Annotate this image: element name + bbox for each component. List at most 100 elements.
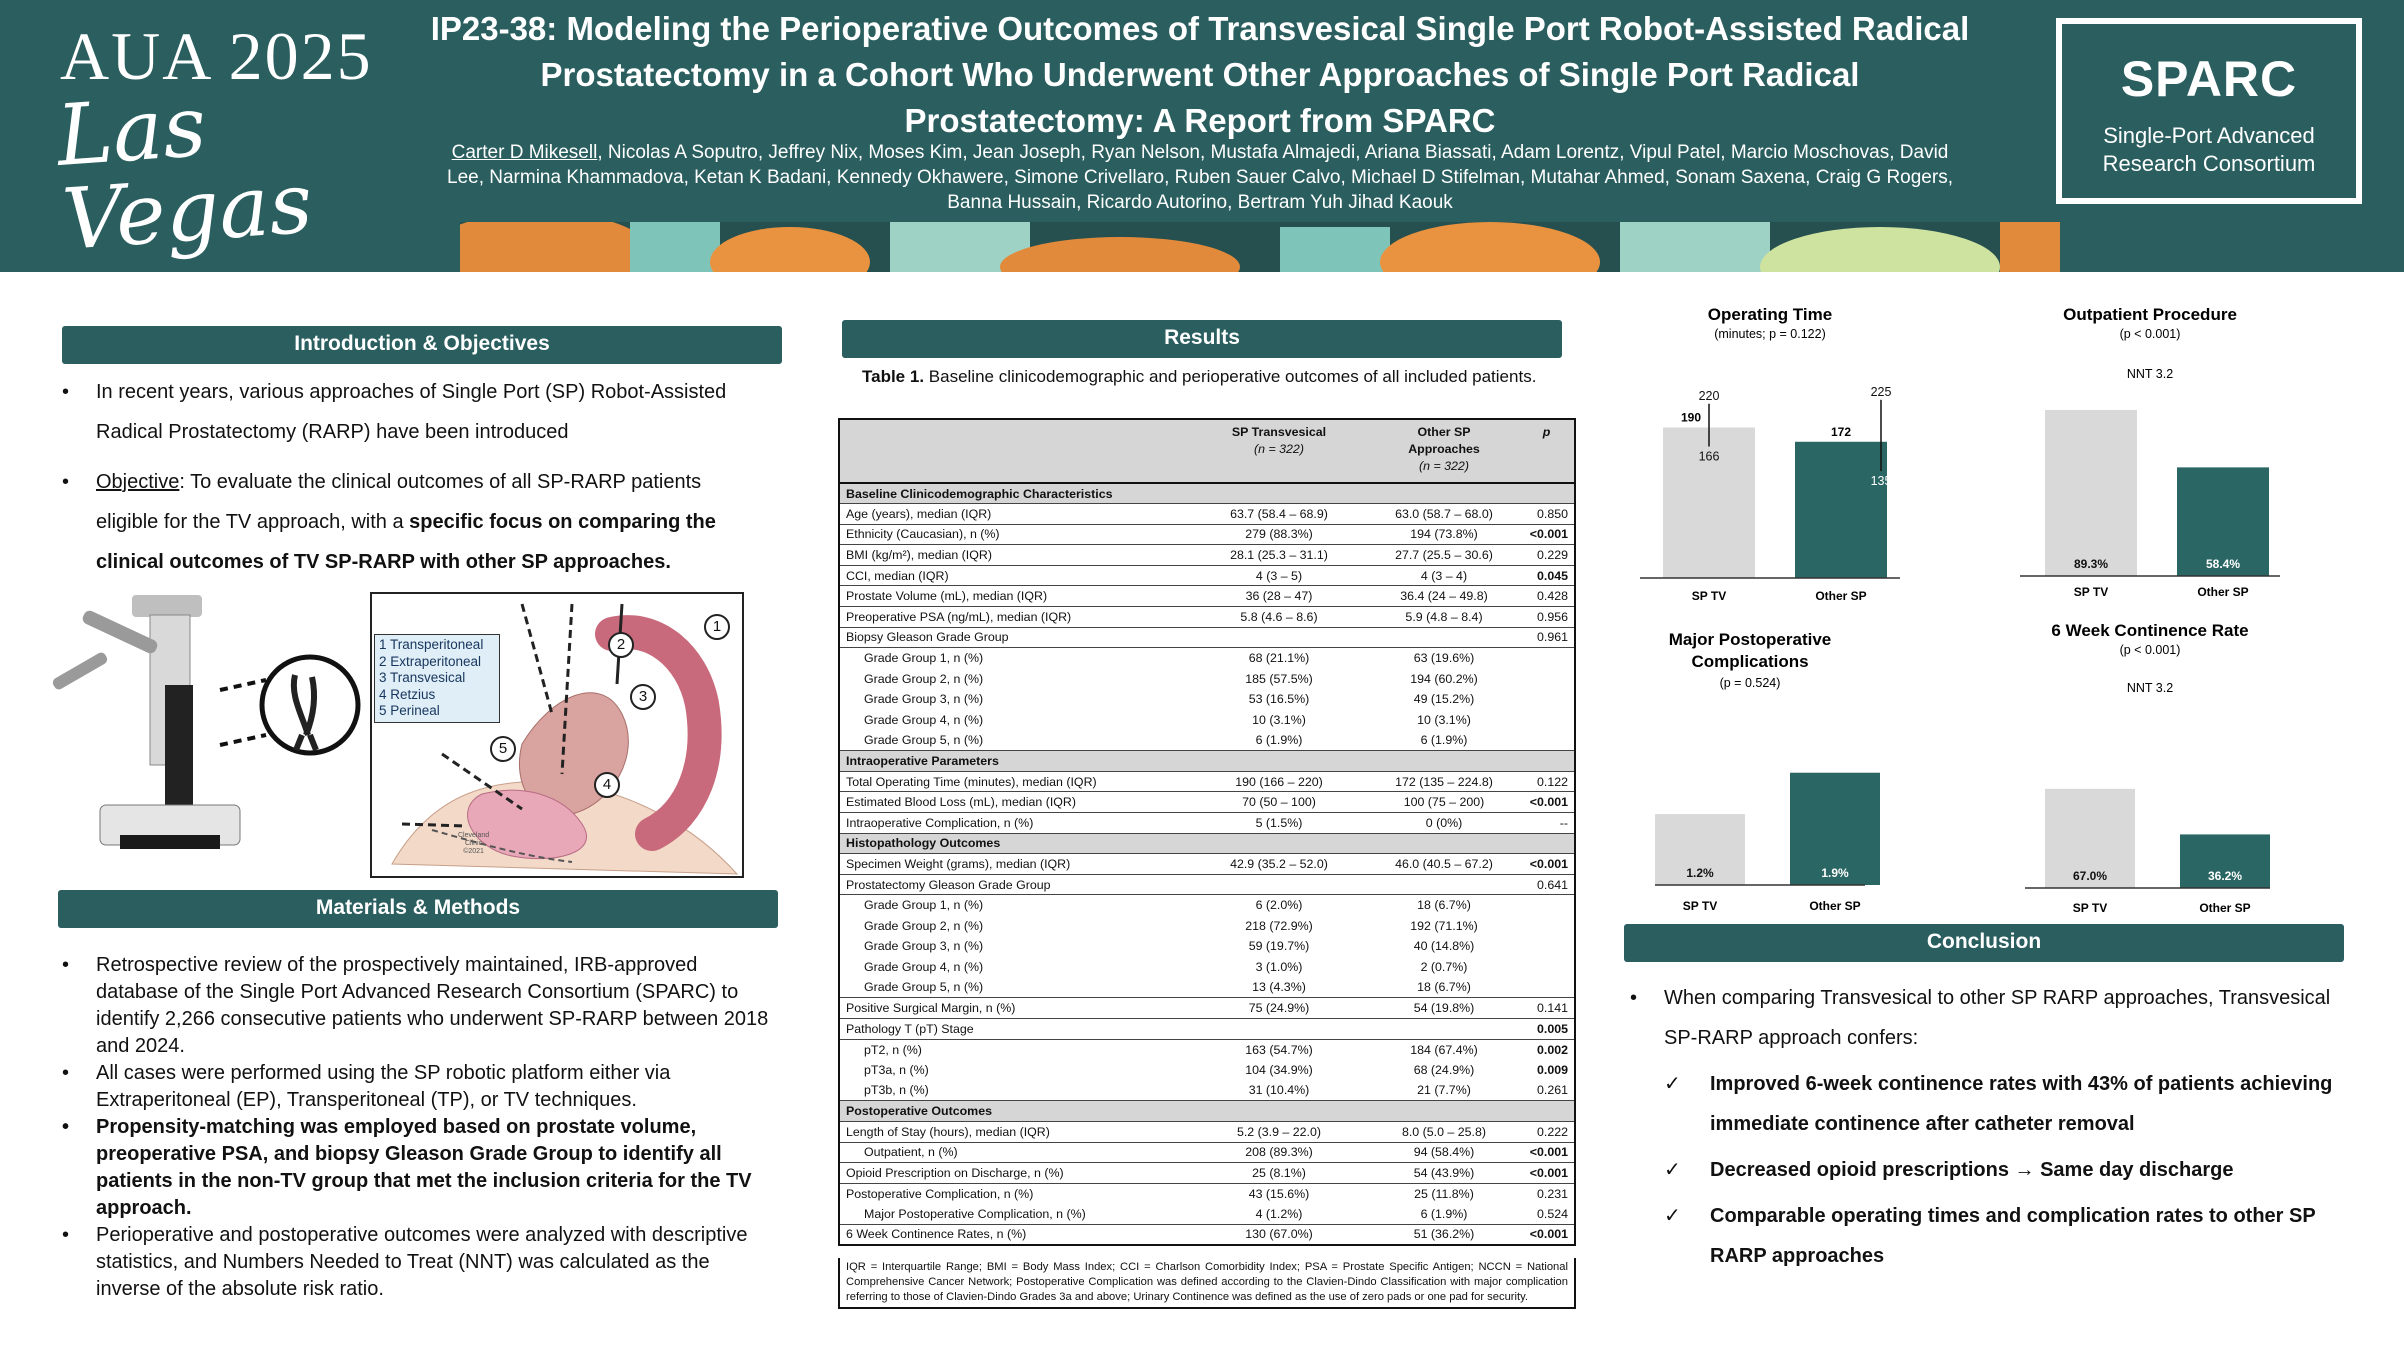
table-row: Ethnicity (Caucasian), n (%) 279 (88.3%) 1…	[839, 524, 1575, 546]
table-cell-c2: 163 (54.7%)	[1245, 1042, 1313, 1057]
table-cell-c3	[1369, 874, 1519, 896]
table-row: Total Operating Time (minutes), median (…	[839, 771, 1575, 793]
table-row: Grade Group 4, n (%) 10 (3.1%) 10 (3.1%)	[839, 710, 1575, 731]
table-cell-c3: 18 (6.7%)	[1417, 898, 1471, 913]
approach-legend: 1 Transperitoneal 2 Extraperitoneal 3 Tr…	[374, 634, 500, 723]
chart-category-label: SP TV	[1692, 589, 1726, 603]
methods-bullet-2: All cases were performed using the SP ro…	[60, 1060, 775, 1114]
table-cell-c3	[1369, 833, 1519, 855]
table-row: Biopsy Gleason Grade Group 0.961	[839, 627, 1575, 649]
table-cell-c1: Grade Group 3, n (%)	[864, 692, 984, 707]
table-cell-c2: 25 (8.1%)	[1189, 1162, 1369, 1184]
table-section-row: Baseline Clinicodemographic Characterist…	[839, 483, 1575, 505]
table-cell-c1: pT2, n (%)	[864, 1042, 922, 1057]
chart-value-label: 36.2%	[2208, 869, 2242, 883]
table-row: Age (years), median (IQR) 63.7 (58.4 – 68…	[839, 503, 1575, 525]
table-cell-c2: 70 (50 – 100)	[1189, 791, 1369, 813]
table-header-tv: SP Transvesical (n = 322)	[1189, 419, 1369, 484]
table-cell-c4: 0.229	[1519, 544, 1575, 566]
chart-q3-label: 220	[1699, 389, 1720, 403]
table-row: 6 Week Continence Rates, n (%) 130 (67.0%…	[839, 1224, 1575, 1246]
chart-category-label: Other SP	[1815, 589, 1866, 603]
table-cell-c3: 27.7 (25.5 – 30.6)	[1369, 544, 1519, 566]
table-cell-c1: Ethnicity (Caucasian), n (%)	[839, 524, 1189, 546]
table-cell-c2	[1189, 1100, 1369, 1122]
chart-value-label: 67.0%	[2073, 869, 2107, 883]
figure-credit: Cleveland Clinic ©2021	[458, 832, 489, 856]
table-cell-c1: Grade Group 1, n (%)	[864, 651, 984, 666]
objective-text: : To evaluate the clinical outcomes of a…	[96, 471, 702, 533]
table-row: Preoperative PSA (ng/mL), median (IQR) 5.…	[839, 606, 1575, 628]
table-cell-c2: 218 (72.9%)	[1245, 918, 1313, 933]
sparc-subtitle-line1: Single-Port Advanced	[2103, 123, 2315, 148]
table-cell-c3: 100 (75 – 200)	[1369, 791, 1519, 813]
table-cell-c3: 21 (7.7%)	[1369, 1080, 1519, 1102]
legend-item-2: 2 Extraperitoneal	[379, 653, 482, 669]
poster-header: AUA 2025 Las Vegas IP23-38: Modeling the…	[0, 0, 2404, 272]
methods-bullets: Retrospective review of the prospectivel…	[60, 952, 775, 1303]
table-cell-c1: pT3b, n (%)	[839, 1080, 1189, 1102]
tv-header-line2: (n = 322)	[1254, 442, 1304, 456]
logo-text-bottom: Las Vegas	[53, 76, 316, 269]
table-cell-c3: 51 (36.2%)	[1369, 1224, 1519, 1246]
chart-value-label: 1.2%	[1686, 866, 1714, 880]
table-cell-c1: Biopsy Gleason Grade Group	[839, 627, 1189, 649]
table-cell-c4	[1519, 1100, 1575, 1122]
outcome-charts: Operating Time (minutes; p = 0.122) SP TV 2…	[1640, 305, 2280, 915]
objective-bold: specific focus on comparing the clinical…	[96, 511, 716, 573]
table-cell-c2: 59 (19.7%)	[1248, 939, 1310, 954]
conclusion-list: When comparing Transvesical to other SP …	[1628, 978, 2368, 1276]
table-cell-c4: <0.001	[1519, 524, 1575, 546]
table-cell-c2: 279 (88.3%)	[1189, 524, 1369, 546]
robot-illustration	[52, 595, 361, 849]
table-cell-c1: 6 Week Continence Rates, n (%)	[839, 1224, 1189, 1246]
table-cell-c3: 63.0 (58.7 – 68.0)	[1369, 503, 1519, 525]
table-row: Pathology T (pT) Stage 0.005	[839, 1018, 1575, 1040]
table-cell-c2: 104 (34.9%)	[1245, 1062, 1313, 1077]
chart-title: 6 Week Continence Rate	[2051, 621, 2248, 640]
other-header-line3: (n = 322)	[1419, 459, 1469, 473]
table-cell-c2: 36 (28 – 47)	[1189, 585, 1369, 608]
table-cell-c4: 0.222	[1519, 1121, 1575, 1143]
chart-median-label: 190	[1681, 411, 1701, 425]
table-cell-c1: Baseline Clinicodemographic Characterist…	[839, 483, 1189, 505]
table-cell-c2: 190 (166 – 220)	[1189, 771, 1369, 793]
intro-heading: Introduction & Objectives	[62, 326, 782, 364]
table-row: Prostate Volume (mL), median (IQR) 36 (28…	[839, 585, 1575, 608]
table-cell-c1: Prostate Volume (mL), median (IQR)	[839, 585, 1189, 608]
table-cell-c3: 18 (6.7%)	[1369, 977, 1519, 999]
table-cell-c3: 6 (1.9%)	[1369, 730, 1519, 752]
legend-item-3: 3 Transvesical	[379, 670, 466, 685]
chart-bar	[2180, 834, 2270, 888]
table-row: Grade Group 3, n (%) 59 (19.7%) 40 (14.8%)	[839, 936, 1575, 957]
table-row: Grade Group 4, n (%) 3 (1.0%) 2 (0.7%)	[839, 957, 1575, 978]
chart-category-label: SP TV	[2073, 901, 2107, 915]
chart-bar	[2045, 409, 2137, 576]
chart-note: NNT 3.2	[2127, 681, 2173, 695]
table-cell-c4	[1519, 689, 1575, 710]
legend-item-4: 4 Retzius	[379, 686, 436, 702]
chart-median-label: 172	[1831, 425, 1851, 439]
table-row: Estimated Blood Loss (mL), median (IQR) 7…	[839, 791, 1575, 813]
table-cell-c2: 5.2 (3.9 – 22.0)	[1189, 1121, 1369, 1143]
table-cell-c4	[1519, 648, 1575, 669]
conference-logo: AUA 2025 Las Vegas	[54, 22, 400, 269]
table-cell-c3: 25 (11.8%)	[1414, 1186, 1474, 1201]
table-cell-c4: 0.961	[1519, 627, 1575, 649]
chart-value-label: 1.9%	[1821, 866, 1849, 880]
author-list: Carter D Mikesell, Nicolas A Soputro, Je…	[440, 140, 1960, 215]
chart-bar	[1790, 772, 1880, 885]
table-cell-c4: 0.009	[1536, 1062, 1568, 1077]
tv-header-line1: SP Transvesical	[1231, 425, 1327, 439]
table-cell-c3: 46.0 (40.5 – 67.2)	[1369, 853, 1519, 875]
table-cell-c2	[1189, 627, 1369, 649]
table-row: pT3b, n (%) 31 (10.4%) 21 (7.7%) 0.261	[839, 1080, 1575, 1102]
chart-title-line2: Complications	[1691, 652, 1808, 671]
table-header-p: p	[1519, 419, 1575, 484]
chart-q1-label: 166	[1699, 450, 1720, 464]
chart-category-label: Other SP	[1809, 899, 1860, 913]
table-row: CCI, median (IQR) 4 (3 – 5) 4 (3 – 4) 0.045	[839, 565, 1575, 587]
table-cell-c2: 130 (67.0%)	[1189, 1224, 1369, 1246]
objective-label: Objective	[96, 471, 180, 493]
table-cell-c2: 4 (1.2%)	[1189, 1203, 1369, 1225]
